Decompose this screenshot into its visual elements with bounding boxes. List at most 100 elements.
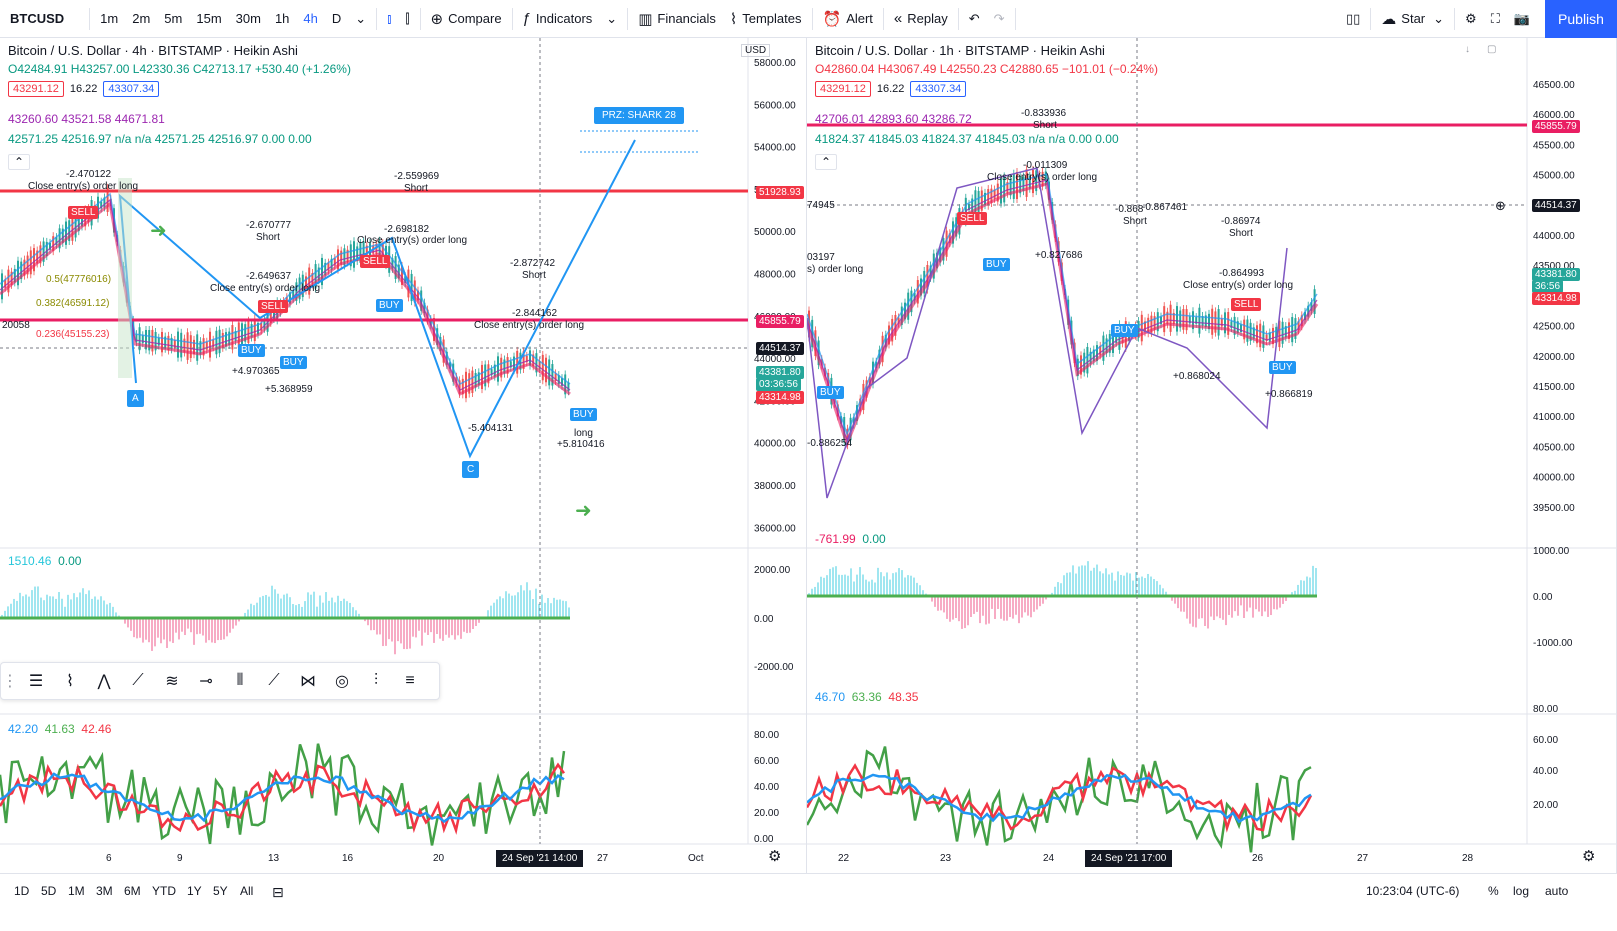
replay-button[interactable]: « Replay [887, 0, 955, 38]
interval-1h[interactable]: 1h [274, 11, 290, 26]
range-ytd[interactable]: YTD [152, 884, 176, 898]
candle-body [1083, 352, 1086, 373]
spiral-icon[interactable]: ◎ [335, 673, 349, 690]
chevron-down-icon[interactable]: ⌄ [606, 10, 618, 26]
horizontal-ray-icon[interactable]: ⊸ [199, 673, 213, 690]
symbol-search[interactable]: BTCUSD [10, 11, 65, 26]
gear-icon[interactable]: ⚙ [1582, 848, 1596, 865]
interval-15m[interactable]: 15m [196, 11, 222, 26]
collapse-legend-icon[interactable]: ⌃ [815, 154, 838, 170]
gear-icon[interactable]: ⚙ [768, 848, 782, 865]
fib-extension-icon[interactable]: ≡ [405, 672, 415, 689]
candle-body [817, 340, 820, 366]
ask-box[interactable]: 43307.34 [103, 81, 160, 97]
drag-handle-icon[interactable]: ⋮ [2, 673, 18, 690]
bar-style-icon[interactable]: ⫿ [405, 10, 410, 26]
range-5y[interactable]: 5Y [213, 884, 228, 898]
candle-body [340, 250, 343, 265]
range-1y[interactable]: 1Y [187, 884, 202, 898]
right-chart-pane[interactable]: 46500.0046000.0045500.0045000.0044500.00… [807, 38, 1617, 873]
fullscreen-icon[interactable]: ⛶ [1490, 10, 1500, 26]
add-plus-icon[interactable]: ⊕ [1495, 198, 1506, 213]
candle-body [1150, 315, 1153, 333]
macd-tick: 2000.00 [754, 565, 791, 576]
abc-pattern-icon[interactable]: ⋀ [97, 673, 111, 690]
financials-button[interactable]: ▥ Financials [631, 0, 723, 38]
spread: 16.22 [876, 83, 905, 95]
publish-button[interactable]: Publish [1545, 0, 1617, 38]
elliott-wave-icon[interactable]: ⌇ [66, 673, 74, 690]
candle-body [878, 349, 881, 365]
clock-time[interactable]: 10:23:04 (UTC-6) [1366, 884, 1460, 898]
trade-label: Close entry(s) order long [28, 181, 139, 192]
interval-d[interactable]: D [331, 11, 342, 26]
gear-icon[interactable]: ⚙ [1465, 10, 1477, 26]
range-6m[interactable]: 6M [124, 884, 141, 898]
arrow-right-icon: ➜ [575, 500, 592, 522]
left-chart-canvas[interactable]: 58000.0056000.0054000.0052000.0050000.00… [0, 38, 807, 873]
right-chart-title[interactable]: Bitcoin / U.S. Dollar · 1h · BITSTAMP · … [815, 43, 1105, 58]
percent-toggle[interactable]: % [1488, 884, 1499, 898]
auto-toggle[interactable]: auto [1545, 884, 1569, 898]
candle-body [257, 322, 259, 335]
interval-4h[interactable]: 4h [303, 11, 318, 26]
chevron-down-icon[interactable]: ⌄ [355, 10, 367, 26]
candle-body [1208, 313, 1210, 330]
bid-box[interactable]: 43291.12 [8, 81, 64, 97]
indicators-button[interactable]: ƒ Indicators [516, 0, 600, 38]
x-tick: 9 [177, 853, 183, 864]
pink-level-tag: 45855.79 [756, 315, 804, 328]
candle-body [923, 270, 926, 294]
maximize-icon[interactable]: ▢ [1487, 44, 1497, 55]
undo-icon[interactable]: ↶ [968, 10, 980, 26]
divider [882, 7, 884, 30]
ask-box[interactable]: 43307.34 [910, 81, 967, 97]
alert-button[interactable]: ⏰ Alert [816, 0, 880, 38]
interval-2m[interactable]: 2m [132, 11, 151, 26]
candle-body [225, 332, 227, 347]
interval-5m[interactable]: 5m [164, 11, 183, 26]
trade-label: Close entry(s) order long [357, 235, 468, 246]
fib-channel-icon[interactable]: ≋ [165, 673, 179, 690]
parallel-channel-icon[interactable]: ⫶ [373, 672, 378, 689]
candle-body [1252, 327, 1255, 339]
candle-body [250, 324, 253, 338]
right-chart-canvas[interactable]: 46500.0046000.0045500.0045000.0044500.00… [807, 38, 1617, 873]
xabcd-pattern-icon[interactable]: ⋈ [300, 673, 316, 690]
vertical-lines-icon[interactable]: ⫴ [236, 672, 244, 689]
templates-button[interactable]: ⌇ Templates [723, 0, 809, 38]
range-5d[interactable]: 5D [41, 884, 57, 898]
candle-body [433, 317, 435, 342]
range-3m[interactable]: 3M [96, 884, 113, 898]
range-1d[interactable]: 1D [14, 884, 30, 898]
range-all[interactable]: All [240, 884, 254, 898]
collapse-legend-icon[interactable]: ⌃ [8, 154, 31, 170]
camera-icon[interactable]: 📷 [1513, 10, 1530, 26]
log-toggle[interactable]: log [1513, 884, 1530, 898]
candle-body [1291, 317, 1294, 343]
lines-icon[interactable]: ☰ [28, 673, 44, 690]
ray-icon[interactable]: ⟋ [268, 672, 280, 689]
left-chart-pane[interactable]: 58000.0056000.0054000.0052000.0050000.00… [0, 38, 807, 873]
trend-line-icon[interactable]: ⟋ [132, 672, 144, 689]
interval-1m[interactable]: 1m [100, 11, 119, 26]
arrow-down-icon[interactable]: ↓ [1465, 44, 1470, 55]
candle-body [417, 290, 419, 301]
bid-box[interactable]: 43291.12 [815, 81, 871, 97]
candle-style-icon[interactable]: ⫾ [387, 10, 392, 26]
rsi-tick: 20.00 [754, 808, 779, 819]
candle-body [1035, 170, 1038, 192]
left-chart-title[interactable]: Bitcoin / U.S. Dollar · 4h · BITSTAMP · … [8, 43, 298, 58]
compare-button[interactable]: ⊕ Compare [424, 0, 509, 38]
interval-30m[interactable]: 30m [235, 11, 261, 26]
range-1m[interactable]: 1M [68, 884, 85, 898]
redo-icon[interactable]: ↷ [993, 10, 1005, 26]
layout-icon[interactable]: ▯▯ [1345, 10, 1361, 26]
candle-body [1, 273, 3, 300]
candle-body [1076, 358, 1079, 377]
candle-body [852, 417, 855, 425]
candle-body [381, 243, 384, 260]
star-button[interactable]: ☁ Star ⌄ [1374, 0, 1451, 38]
date-range-icon[interactable]: ⊟ [272, 884, 284, 900]
currency-label[interactable]: USD [741, 44, 771, 57]
